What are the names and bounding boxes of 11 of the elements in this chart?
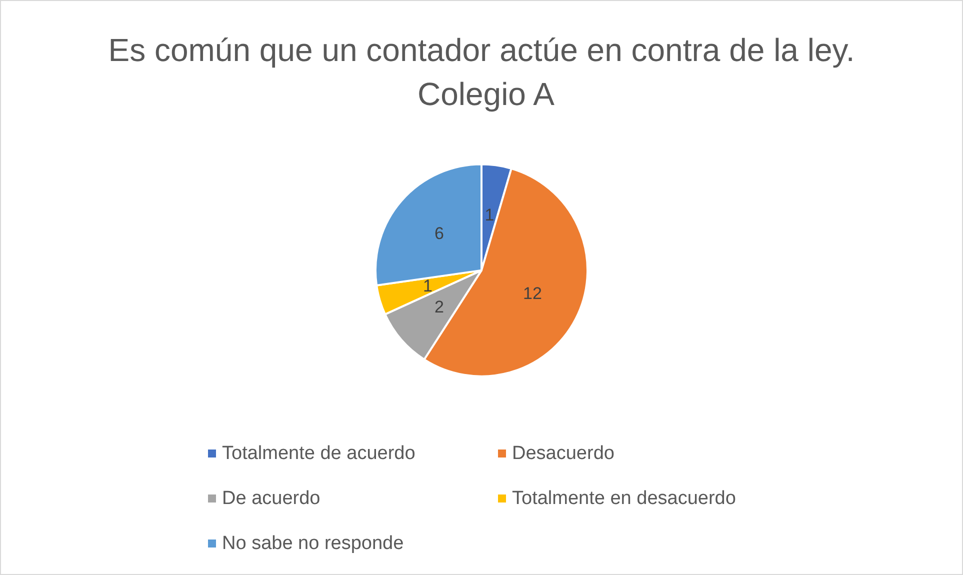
legend-label: No sabe no responde: [222, 533, 404, 554]
legend-label: Totalmente de acuerdo: [222, 443, 416, 464]
data-label: 12: [522, 284, 542, 304]
data-label: 2: [434, 297, 444, 316]
legend-label: Desacuerdo: [512, 443, 614, 464]
data-label: 1: [423, 276, 432, 296]
data-label: 6: [434, 224, 444, 244]
legend-label: Totalmente en desacuerdo: [512, 488, 736, 509]
chart-title: Es común que un contador actúe en contra de la ley. Colegio A: [108, 32, 855, 112]
legend-label: De acuerdo: [222, 488, 320, 509]
data-label: 1: [484, 205, 494, 224]
